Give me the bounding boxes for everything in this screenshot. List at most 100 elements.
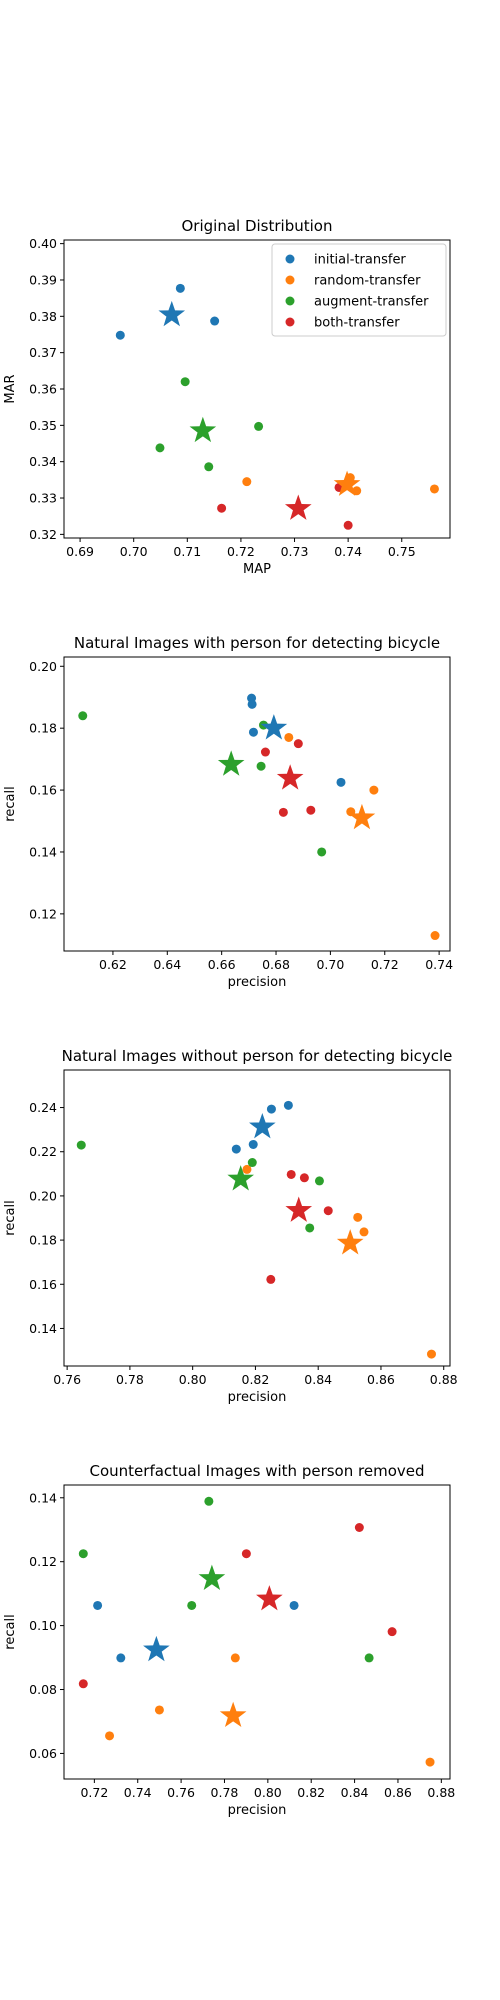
point-augment-transfer (204, 1496, 214, 1506)
chart-3: Natural Images without person for detect… (3, 1047, 458, 1405)
mean-star-augment-transfer (189, 416, 217, 443)
chart-2: Natural Images with person for detecting… (3, 634, 453, 990)
point-initial-transfer (93, 1600, 103, 1610)
y-tick-label: 0.18 (29, 1233, 57, 1248)
x-tick-label: 0.73 (281, 544, 309, 559)
point-both-transfer (241, 1549, 251, 1559)
legend: initial-transfer random-transfer augment-t… (271, 243, 447, 337)
point-augment-transfer (254, 421, 264, 431)
point-initial-transfer (248, 727, 258, 737)
x-tick-label: 0.82 (297, 1785, 325, 1800)
y-tick-label: 0.08 (29, 1682, 57, 1697)
point-random-transfer (359, 1227, 369, 1237)
point-initial-transfer (115, 330, 125, 340)
mean-star-initial-transfer (249, 1112, 276, 1139)
point-both-transfer (217, 503, 227, 513)
point-both-transfer (260, 747, 270, 757)
point-both-transfer (306, 805, 316, 815)
chart-title: Natural Images without person for detect… (62, 1047, 453, 1065)
y-tick-label: 0.37 (29, 345, 57, 360)
point-augment-transfer (256, 761, 266, 771)
legend-marker-random-transfer (285, 275, 295, 285)
y-tick-label: 0.14 (29, 1321, 57, 1336)
mean-star-random-transfer (333, 470, 361, 496)
x-axis-label: precision (228, 975, 287, 990)
y-axis-label: recall (3, 1614, 18, 1649)
y-tick-label: 0.40 (29, 236, 57, 251)
x-tick-label: 0.86 (384, 1785, 412, 1800)
point-augment-transfer (364, 1653, 374, 1663)
point-augment-transfer (155, 443, 165, 453)
x-tick-label: 0.82 (242, 1372, 270, 1387)
x-tick-label: 0.66 (208, 957, 236, 972)
x-tick-label: 0.88 (430, 1372, 458, 1387)
y-tick-label: 0.20 (29, 1188, 57, 1203)
mean-star-both-transfer (256, 1585, 283, 1611)
chart-1: Original Distribution 0.69 0.70 0.71 0.72 0.7… (3, 217, 451, 577)
point-random-transfer (369, 785, 379, 795)
x-tick-label: 0.78 (211, 1785, 239, 1800)
point-both-transfer (343, 520, 353, 530)
y-axis-label: recall (3, 1200, 18, 1235)
x-axis-label: precision (228, 1390, 287, 1405)
x-tick-label: 0.72 (80, 1785, 108, 1800)
point-random-transfer (426, 1349, 436, 1359)
point-augment-transfer (76, 1140, 86, 1150)
x-tick-label: 0.74 (334, 544, 362, 559)
point-initial-transfer (289, 1600, 299, 1610)
x-tick-label: 0.62 (99, 957, 127, 972)
y-tick-label: 0.24 (29, 1100, 57, 1115)
mean-star-both-transfer (285, 1196, 313, 1222)
point-augment-transfer (180, 377, 190, 387)
y-tick-label: 0.10 (29, 1618, 57, 1633)
mean-star-both-transfer (284, 494, 312, 520)
x-tick-label: 0.74 (425, 957, 453, 972)
mean-star-random-transfer (336, 1229, 364, 1255)
point-initial-transfer (336, 777, 346, 787)
x-tick-label: 0.70 (316, 957, 344, 972)
point-random-transfer (105, 1731, 115, 1741)
mean-star-random-transfer (219, 1701, 247, 1728)
point-random-transfer (429, 484, 439, 494)
mean-star-both-transfer (276, 764, 304, 790)
mean-star-initial-transfer (158, 300, 186, 327)
mean-star-augment-transfer (227, 1165, 254, 1191)
point-random-transfer (154, 1705, 164, 1715)
point-augment-transfer (78, 1549, 88, 1559)
point-both-transfer (299, 1173, 309, 1183)
x-tick-label: 0.68 (262, 957, 290, 972)
point-augment-transfer (187, 1600, 197, 1610)
point-random-transfer (425, 1757, 435, 1767)
x-tick-label: 0.72 (371, 957, 399, 972)
point-initial-transfer (175, 283, 185, 293)
x-tick-label: 0.80 (254, 1785, 282, 1800)
axes-frame (63, 656, 451, 952)
point-random-transfer (242, 477, 252, 487)
y-tick-label: 0.34 (29, 454, 57, 469)
point-initial-transfer (283, 1100, 293, 1110)
y-tick-label: 0.22 (29, 1144, 57, 1159)
x-tick-label: 0.70 (120, 544, 148, 559)
point-random-transfer (430, 931, 440, 941)
legend-box (271, 243, 447, 337)
legend-marker-augment-transfer (285, 296, 295, 306)
point-augment-transfer (247, 1158, 257, 1168)
x-tick-label: 0.76 (167, 1785, 195, 1800)
point-both-transfer (354, 1523, 364, 1533)
point-initial-transfer (247, 699, 257, 709)
x-tick-label: 0.88 (427, 1785, 455, 1800)
axes-frame (63, 1484, 451, 1780)
point-augment-transfer (204, 462, 214, 472)
legend-marker-initial-transfer (285, 254, 295, 264)
legend-label-initial-transfer: initial-transfer (314, 253, 406, 268)
y-tick-label: 0.32 (29, 527, 57, 542)
point-initial-transfer (266, 1104, 276, 1114)
point-random-transfer (353, 1212, 363, 1222)
y-tick-label: 0.18 (29, 721, 57, 736)
y-tick-label: 0.14 (29, 1490, 57, 1505)
x-tick-label: 0.84 (341, 1785, 369, 1800)
y-tick-label: 0.14 (29, 844, 57, 859)
legend-label-augment-transfer: augment-transfer (314, 295, 429, 310)
x-tick-label: 0.86 (367, 1372, 395, 1387)
